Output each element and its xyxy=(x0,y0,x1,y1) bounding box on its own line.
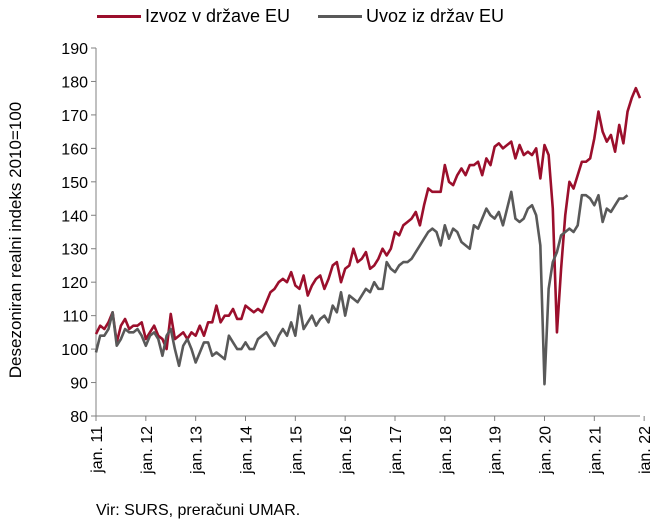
legend-swatch-export xyxy=(97,15,141,18)
x-tick-label: jan. 13 xyxy=(189,426,206,475)
x-tick-label: jan. 21 xyxy=(587,426,604,475)
x-tick-label: jan. 15 xyxy=(288,426,305,475)
series-line-import xyxy=(94,190,629,386)
y-tick-label: 80 xyxy=(70,409,88,426)
y-axis-title: Desezoniran realni indeks 2010=100 xyxy=(6,102,25,378)
y-tick-label: 190 xyxy=(61,41,88,58)
y-tick-label: 150 xyxy=(61,175,88,192)
x-tick-label: jan. 19 xyxy=(488,426,505,475)
x-axis: jan. 11 jan. 12 jan. 13 jan. 14 jan. 15 jan. … xyxy=(89,415,650,475)
y-tick-label: 100 xyxy=(61,342,88,359)
chart-legend: Izvoz v države EU Uvoz iz držav EU xyxy=(0,6,650,32)
y-axis: 80 90 100 110 120 130 140 150 160 170 180 190 xyxy=(61,41,97,426)
x-tick-label: jan. 20 xyxy=(537,426,554,475)
x-tick-label: jan. 11 xyxy=(89,426,106,474)
legend-label-export: Izvoz v države EU xyxy=(145,6,291,26)
y-tick-label: 130 xyxy=(61,242,88,259)
source-note: Vir: SURS, preračuni UMAR. xyxy=(96,502,301,519)
series-lines xyxy=(94,86,642,386)
x-tick-label: jan. 12 xyxy=(139,426,156,475)
x-tick-label: jan. 16 xyxy=(338,426,355,475)
x-tick-label: jan. 17 xyxy=(388,426,405,475)
y-tick-label: 140 xyxy=(61,208,88,225)
y-tick-label: 170 xyxy=(61,108,88,125)
y-tick-label: 110 xyxy=(62,309,88,326)
y-tick-label: 180 xyxy=(61,74,88,91)
y-tick-label: 120 xyxy=(61,275,88,292)
x-tick-label: jan. 14 xyxy=(238,426,255,475)
y-tick-label: 160 xyxy=(61,141,88,158)
legend-item-import: Uvoz iz držav EU xyxy=(318,6,504,27)
x-tick-label: jan. 18 xyxy=(438,426,455,475)
x-tick-label: jan. 22 xyxy=(637,426,650,475)
legend-item-export: Izvoz v države EU xyxy=(97,6,290,27)
series-line-export xyxy=(94,86,642,351)
legend-swatch-import xyxy=(318,15,362,18)
y-tick-label: 90 xyxy=(70,376,88,393)
legend-label-import: Uvoz iz držav EU xyxy=(366,6,505,26)
